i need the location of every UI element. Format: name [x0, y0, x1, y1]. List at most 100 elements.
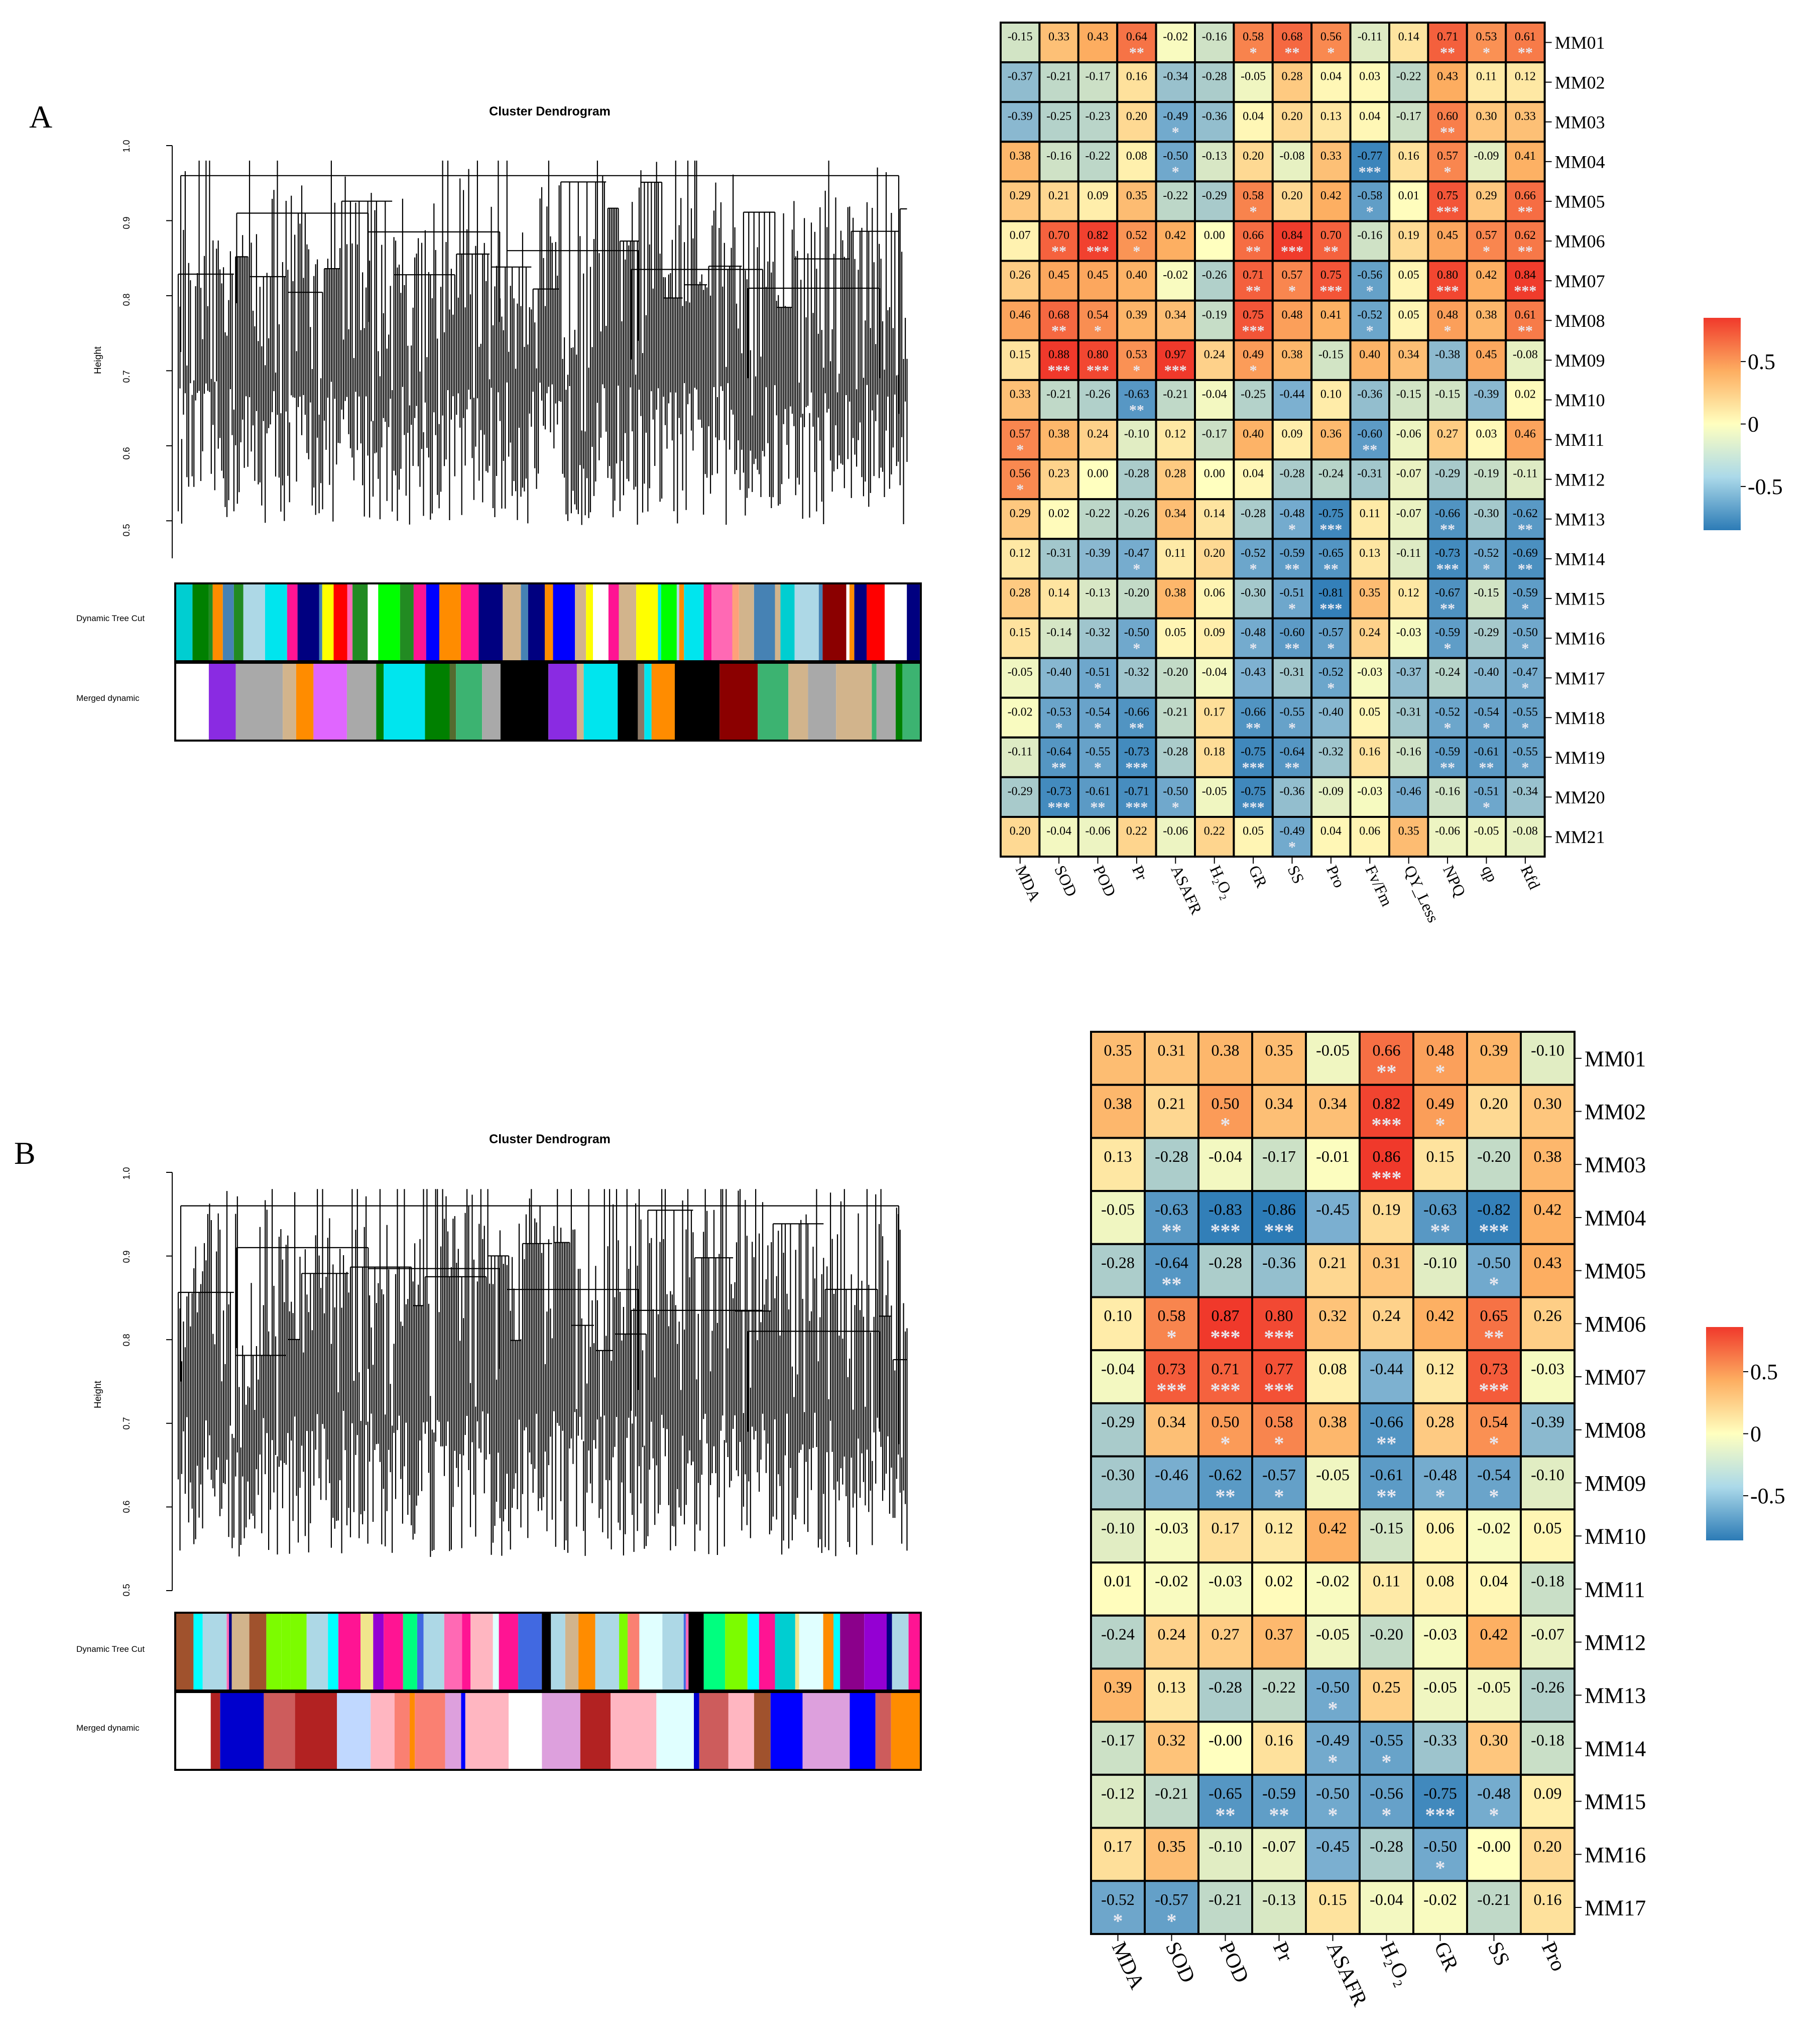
cell-value: -0.04 [1202, 666, 1227, 679]
cell-value: -0.59 [1435, 745, 1460, 758]
heatmap-cell [1359, 1721, 1414, 1776]
heatmap-cell [1000, 458, 1041, 501]
cell-value: 0.14 [1204, 507, 1225, 520]
cell-value: -0.66 [1241, 705, 1266, 718]
cell-value: -0.05 [1477, 1678, 1511, 1696]
significance-stars: * [1221, 1432, 1231, 1455]
cell-value: -0.28 [1155, 1147, 1188, 1165]
cell-value: 0.28 [1426, 1412, 1455, 1430]
tree-cut-segment [281, 1613, 291, 1691]
cell-value: -0.03 [1209, 1572, 1242, 1590]
cell-value: -0.13 [1202, 150, 1227, 163]
cell-value: 0.21 [1319, 1253, 1347, 1271]
cell-value: 0.34 [1398, 348, 1419, 361]
cell-value: 0.34 [1165, 507, 1186, 520]
merged-segment [175, 1692, 211, 1770]
tree-cut-segment [747, 1613, 759, 1691]
merged-segment [175, 663, 209, 741]
significance-stars: *** [1436, 283, 1459, 299]
significance-stars: * [1250, 362, 1257, 379]
cell-value: -0.09 [1474, 150, 1499, 163]
cell-value: 0.00 [1204, 229, 1225, 242]
tree-cut-segment [499, 1613, 519, 1691]
cell-value: -0.53 [1046, 705, 1071, 718]
merged-dynamic-label-b: Merged dynamic [76, 1723, 140, 1733]
tree-cut-segment [462, 1613, 471, 1691]
heatmap-cell [1388, 379, 1429, 421]
heatmap-cell [1466, 61, 1507, 103]
significance-stars: ** [1440, 759, 1455, 776]
significance-stars: ** [1285, 640, 1300, 657]
cell-value: -0.04 [1101, 1360, 1135, 1378]
cell-value: -0.51 [1280, 586, 1305, 599]
cell-value: -0.16 [1396, 745, 1421, 758]
significance-stars: * [1288, 719, 1296, 736]
cell-value: 0.39 [1480, 1041, 1508, 1059]
significance-stars: ** [1051, 759, 1066, 776]
heatmap-cell [1090, 1084, 1146, 1139]
tree-cut-segment [619, 583, 636, 661]
heatmap-cell [1194, 260, 1235, 302]
heatmap-cell [1271, 696, 1313, 739]
cell-value: 0.08 [1126, 150, 1147, 163]
cell-value: -0.28 [1124, 467, 1149, 480]
cell-value: -0.30 [1101, 1466, 1135, 1484]
significance-stars: * [1172, 799, 1179, 816]
tree-cut-segment [193, 1613, 203, 1691]
row-label: MM01 [1585, 1046, 1646, 1071]
merged-segment [482, 663, 501, 741]
row-label: MM21 [1555, 827, 1605, 847]
merged-segment [232, 663, 236, 741]
tree-cut-segment [586, 583, 593, 661]
merged-segment [694, 1692, 699, 1770]
tree-cut-segment [287, 583, 298, 661]
cell-value: -0.52 [1241, 547, 1266, 560]
significance-stars: ** [1479, 759, 1494, 776]
significance-stars: ** [1269, 1803, 1289, 1826]
cell-value: -0.16 [1202, 31, 1227, 44]
cell-value: 0.54 [1088, 308, 1109, 321]
cell-value: -0.31 [1357, 467, 1382, 480]
cell-value: 0.05 [1165, 626, 1186, 639]
merged-segment [876, 663, 896, 741]
heatmap-cell [1251, 1190, 1307, 1245]
heatmap-cell [1038, 141, 1079, 183]
cell-value: 0.46 [1010, 308, 1031, 321]
tree-cut-segment [608, 583, 619, 661]
heatmap-cell [1144, 1296, 1199, 1352]
cell-value: 0.66 [1243, 229, 1264, 242]
merged-segment [656, 1692, 694, 1770]
tree-cut-segment [619, 1613, 628, 1691]
cell-value: -0.28 [1370, 1837, 1403, 1855]
heatmap-cell [1505, 299, 1546, 341]
column-label: SOD [1051, 863, 1081, 899]
cell-value: -0.66 [1370, 1412, 1403, 1430]
heatmap-cell [1310, 299, 1352, 341]
tree-cut-segment [822, 583, 847, 661]
tree-cut-segment [400, 583, 414, 661]
heatmap-cell [1000, 220, 1041, 262]
cell-value: -0.46 [1155, 1466, 1188, 1484]
cell-value: 0.33 [1010, 388, 1031, 401]
cell-value: -0.05 [1008, 666, 1033, 679]
significance-stars: ** [1091, 799, 1106, 816]
cell-value: -0.75 [1318, 507, 1344, 520]
cell-value: 0.27 [1437, 428, 1458, 441]
significance-stars: *** [1264, 1220, 1294, 1242]
heatmap-cell [1305, 1243, 1361, 1298]
cell-value: -0.32 [1085, 626, 1111, 639]
heatmap-cell [1466, 816, 1507, 858]
cell-value: 0.08 [1319, 1360, 1347, 1378]
heatmap-cell [1233, 180, 1274, 222]
cell-value: 0.11 [1360, 507, 1380, 520]
heatmap-cell [1144, 1402, 1199, 1458]
cell-value: -0.25 [1241, 388, 1266, 401]
cell-value: -0.02 [1008, 705, 1033, 718]
heatmap-cell [1427, 458, 1468, 501]
heatmap-cell [1505, 419, 1546, 461]
significance-stars: ** [1377, 1432, 1397, 1455]
cell-value: -0.03 [1531, 1360, 1564, 1378]
cell-value: -0.12 [1101, 1784, 1135, 1802]
significance-stars: ** [1430, 1220, 1451, 1242]
cell-value: 0.42 [1480, 1625, 1508, 1643]
